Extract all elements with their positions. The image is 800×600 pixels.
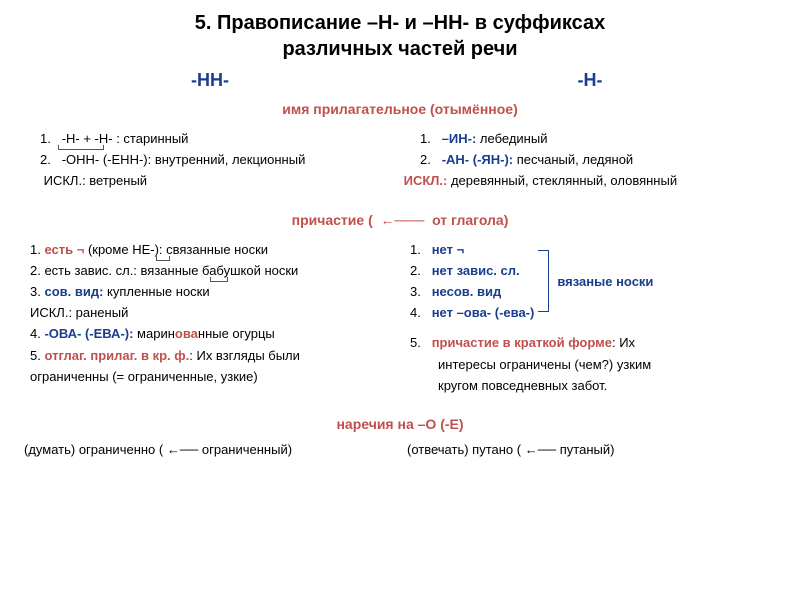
s2r-5b: интересы ограничены (чем?) узким xyxy=(410,356,780,374)
s2l3-pre: 3. xyxy=(30,284,44,299)
s2l1-red: есть ¬ xyxy=(44,242,84,257)
section-2-label: причастие ( ←─── от глагола) xyxy=(20,212,780,228)
s2r2-blue: нет завис. сл. xyxy=(432,263,520,278)
section-2-left: 1. есть ¬ (кроме НЕ-): связанные носки 2… xyxy=(20,238,400,398)
s2l4-tail: нные огурцы xyxy=(198,326,275,341)
s3-right-text: (отвечать) путано ( ←── путаный) xyxy=(407,442,614,457)
section-3-left: (думать) ограниченно ( ←── ограниченный) xyxy=(20,442,397,457)
s1r2-blue: -АН- (-ЯН-): xyxy=(442,152,513,167)
s1r-excl-text: деревянный, стеклянный, оловянный xyxy=(447,173,677,188)
s2r5-red: причастие в краткой форме xyxy=(432,335,612,350)
s2r-bracket-group: 1. нет ¬ 2. нет завис. сл. 3. несов. вид… xyxy=(410,238,780,326)
s1r2-rest: песчаный, ледяной xyxy=(513,152,633,167)
s2r5-rest: : Их xyxy=(612,335,635,350)
s2l4-rest: марин xyxy=(133,326,174,341)
s1-right-excl: ИСКЛ.: деревянный, стеклянный, оловянный xyxy=(400,172,780,190)
bracket-decoration-2 xyxy=(156,256,170,261)
bracket-decoration xyxy=(58,145,104,150)
header-row: -НН- -Н- xyxy=(20,70,780,97)
s2r-3: 3. несов. вид xyxy=(410,283,534,301)
section-1: 1. -Н- + -Н- : старинный 2. -ОНН- (-ЕНН-… xyxy=(20,127,780,194)
arrow-icon-3: ← xyxy=(525,442,538,457)
s2l-excl: ИСКЛ.: раненый xyxy=(30,304,400,322)
title-line-1: 5. Правописание –Н- и –НН- в суффиксах xyxy=(195,12,605,34)
s2l-5b: ограниченны (= ограниченные, узкие) xyxy=(30,368,400,386)
section-3-right: (отвечать) путано ( ←── путаный) xyxy=(397,442,780,457)
s2l5-red: отглаг. прилаг. в кр. ф. xyxy=(44,348,189,363)
s2r5-pre: 5. xyxy=(410,335,421,350)
title-line-2: различных частей речи xyxy=(282,38,517,60)
right-bracket-icon xyxy=(538,250,549,312)
s1r-iskl: ИСКЛ.: xyxy=(404,173,448,188)
s1r1-num: 1. xyxy=(420,131,431,146)
s1l2-text: -ОНН- (-ЕНН-): внутренний, лекционный xyxy=(62,152,306,167)
section-3: (думать) ограниченно ( ←── ограниченный)… xyxy=(20,442,780,457)
arrow-icon: ← xyxy=(381,212,395,228)
s2l-5a: 5. отглаг. прилаг. в кр. ф.: Их взгляды … xyxy=(30,347,400,365)
s1r1-rest: лебединый xyxy=(476,131,547,146)
s1r2-num: 2. xyxy=(420,152,431,167)
s2r-4: 4. нет –ова- (-ева-) xyxy=(410,304,534,322)
s1-left-excl: ИСКЛ.: ветреный xyxy=(20,172,400,190)
s2-label-left: причастие ( xyxy=(292,212,373,228)
s2l5-rest: : Их взгляды были xyxy=(189,348,300,363)
right-header: -Н- xyxy=(400,70,780,91)
s2l5-pre: 5. xyxy=(30,348,44,363)
s2l2-text: 2. есть завис. сл.: вязанные бабушкой но… xyxy=(30,263,298,278)
section-1-left: 1. -Н- + -Н- : старинный 2. -ОНН- (-ЕНН-… xyxy=(20,127,400,194)
s1-left-line-2: 2. -ОНН- (-ЕНН-): внутренний, лекционный xyxy=(20,151,400,169)
section-1-label: имя прилагательное (отымённое) xyxy=(20,101,780,117)
s2r-1: 1. нет ¬ xyxy=(410,241,534,259)
left-header: -НН- xyxy=(20,70,400,91)
s1l2-num: 2. xyxy=(40,152,51,167)
s2r-note: вязаные носки xyxy=(557,274,653,289)
s2r-5a: 5. причастие в краткой форме: Их xyxy=(410,334,780,352)
s2l-2: 2. есть завис. сл.: вязанные бабушкой но… xyxy=(30,262,400,280)
s2l4-blue: -ОВА- (-ЕВА-): xyxy=(44,326,133,341)
s2l4-pre: 4. xyxy=(30,326,44,341)
page-title: 5. Правописание –Н- и –НН- в суффиксах р… xyxy=(20,10,780,62)
s2l3-rest: купленные носки xyxy=(103,284,209,299)
s2r3-blue: несов. вид xyxy=(432,284,502,299)
s1l-excl-text: ИСКЛ.: ветреный xyxy=(44,173,147,188)
s2r1-blue: нет ¬ xyxy=(432,242,464,257)
s2r4-blue: нет –ова- (-ева-) xyxy=(432,305,535,320)
s3-left-text: (думать) ограниченно ( ←── ограниченный) xyxy=(24,442,292,457)
s2l1-rest: (кроме НЕ-): связанные носки xyxy=(84,242,268,257)
s1l1-text: -Н- + -Н- : старинный xyxy=(62,131,189,146)
s1l1-num: 1. xyxy=(40,131,51,146)
arrow-icon-2: ← xyxy=(167,442,180,457)
bracket-decoration-3 xyxy=(210,277,228,282)
s2-label-right: от глагола) xyxy=(432,212,508,228)
section-2: 1. есть ¬ (кроме НЕ-): связанные носки 2… xyxy=(20,238,780,398)
section-3-label: наречия на –О (-Е) xyxy=(20,416,780,432)
s2r-5c: кругом повседневных забот. xyxy=(410,377,780,395)
s2l4-red: ова xyxy=(175,326,198,341)
s1-left-line-1: 1. -Н- + -Н- : старинный xyxy=(20,130,400,148)
s1-right-line-1: 1. –ИН-: лебединый xyxy=(400,130,780,148)
s2l-1: 1. есть ¬ (кроме НЕ-): связанные носки xyxy=(30,241,400,259)
s2l1-pre: 1. xyxy=(30,242,44,257)
s2l-excl-text: ИСКЛ.: раненый xyxy=(30,305,128,320)
s2l-3: 3. сов. вид: купленные носки xyxy=(30,283,400,301)
s2r-2: 2. нет завис. сл. xyxy=(410,262,534,280)
section-1-right: 1. –ИН-: лебединый 2. -АН- (-ЯН-): песча… xyxy=(400,127,780,194)
s2l-4: 4. -ОВА- (-ЕВА-): маринованные огурцы xyxy=(30,325,400,343)
s1r1-blue: –ИН-: xyxy=(442,131,477,146)
section-2-right: 1. нет ¬ 2. нет завис. сл. 3. несов. вид… xyxy=(400,238,780,398)
s1-right-line-2: 2. -АН- (-ЯН-): песчаный, ледяной xyxy=(400,151,780,169)
s2l3-blue: сов. вид: xyxy=(44,284,103,299)
